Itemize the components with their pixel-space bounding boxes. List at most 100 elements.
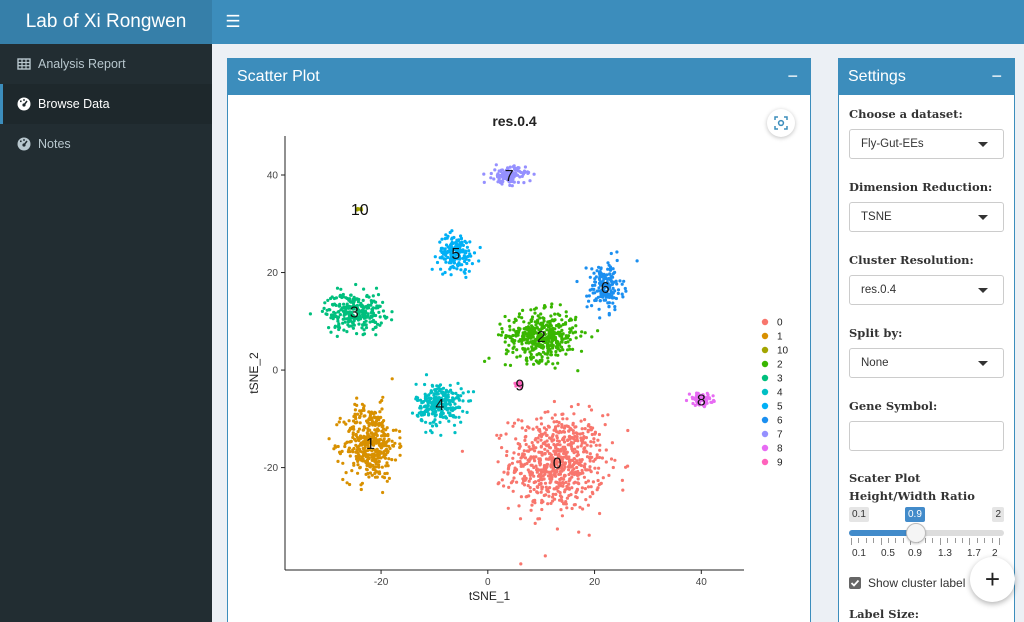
data-point-10 xyxy=(357,207,361,211)
data-point-0 xyxy=(532,455,536,459)
settings-panel: Settings − Choose a dataset: Fly-Gut-EEs… xyxy=(838,58,1015,622)
data-point-0 xyxy=(597,466,601,470)
data-point-0 xyxy=(589,428,593,432)
data-point-1 xyxy=(376,429,380,433)
data-point-0 xyxy=(526,468,530,472)
data-point-1 xyxy=(355,412,360,416)
data-point-2 xyxy=(515,348,519,352)
data-point-8 xyxy=(711,394,715,398)
data-point-0 xyxy=(590,490,594,494)
data-point-5 xyxy=(443,257,447,261)
data-point-7 xyxy=(489,171,493,176)
data-point-0 xyxy=(518,517,523,521)
data-point-0 xyxy=(555,457,559,462)
data-point-5 xyxy=(450,236,454,240)
reduction-label: Dimension Reduction: xyxy=(849,180,993,194)
sidebar-item-analysis-report[interactable]: Analysis Report xyxy=(0,44,212,84)
data-point-6 xyxy=(603,285,607,289)
data-point-4 xyxy=(427,412,431,416)
data-point-2 xyxy=(564,314,568,318)
caret-down-icon xyxy=(978,215,988,220)
data-point-2 xyxy=(564,352,568,356)
dataset-select[interactable]: Fly-Gut-EEs xyxy=(849,129,1004,159)
data-point-0 xyxy=(513,466,517,470)
resolution-select[interactable]: res.0.4 xyxy=(849,275,1004,305)
data-point-7 xyxy=(494,163,498,167)
data-point-0 xyxy=(540,485,544,489)
data-point-0 xyxy=(557,439,561,443)
sidebar-item-browse-data[interactable]: Browse Data xyxy=(0,84,212,124)
data-point-7 xyxy=(496,180,500,184)
data-point-4 xyxy=(457,397,461,401)
split-select[interactable]: None xyxy=(849,348,1004,378)
data-point-2 xyxy=(571,347,575,351)
data-point-4 xyxy=(426,408,430,412)
data-point-1 xyxy=(386,439,390,443)
data-point-0 xyxy=(575,436,579,441)
snapshot-button[interactable] xyxy=(767,109,795,137)
data-point-0 xyxy=(583,427,587,431)
data-point-0 xyxy=(546,489,550,493)
data-point-1 xyxy=(367,436,371,440)
data-point-0 xyxy=(552,428,556,432)
data-point-4 xyxy=(447,411,451,415)
data-point-0 xyxy=(607,473,611,477)
data-point-0 xyxy=(569,405,574,409)
x-tick-label: 0 xyxy=(485,577,491,588)
data-point-6 xyxy=(624,289,628,293)
data-point-6 xyxy=(609,283,613,287)
data-point-6 xyxy=(594,298,598,302)
slider-track[interactable] xyxy=(849,530,1004,536)
add-button[interactable]: + xyxy=(970,557,1015,602)
app-title[interactable]: Lab of Xi Rongwen xyxy=(0,0,212,44)
data-point-3 xyxy=(351,321,355,325)
slider-handle[interactable] xyxy=(906,523,926,543)
data-point-2 xyxy=(569,318,573,322)
data-point-0 xyxy=(523,435,527,439)
data-point-6 xyxy=(587,294,591,298)
data-point-2 xyxy=(537,328,541,332)
data-point-2 xyxy=(505,348,509,352)
show-cluster-label-checkbox[interactable] xyxy=(849,577,861,589)
slider-ticks xyxy=(851,538,1002,545)
data-point-1 xyxy=(370,418,374,422)
x-tick-label: 20 xyxy=(589,577,601,588)
data-point-3 xyxy=(336,325,340,329)
reduction-select[interactable]: TSNE xyxy=(849,202,1004,232)
data-point-0 xyxy=(561,445,565,449)
data-point-7 xyxy=(513,166,517,171)
data-point-4 xyxy=(444,407,448,411)
data-point-9 xyxy=(513,381,517,385)
data-point-1 xyxy=(354,443,358,447)
data-point-1 xyxy=(368,471,372,475)
data-point-2 xyxy=(508,363,513,367)
data-point-5 xyxy=(463,251,467,255)
data-point-0 xyxy=(551,469,555,473)
hamburger-icon[interactable]: ☰ xyxy=(225,12,241,31)
data-point-1 xyxy=(356,430,360,434)
data-point-1 xyxy=(367,475,371,479)
legend-label: 8 xyxy=(777,444,783,455)
data-point-0 xyxy=(520,426,524,430)
data-point-4 xyxy=(428,421,432,425)
data-point-3 xyxy=(371,327,375,331)
data-point-6 xyxy=(614,296,618,301)
data-point-0 xyxy=(539,438,543,442)
data-point-0 xyxy=(533,521,537,525)
data-point-8 xyxy=(698,401,702,405)
collapse-button[interactable]: − xyxy=(787,66,798,86)
data-point-0 xyxy=(589,425,593,429)
collapse-button[interactable]: − xyxy=(991,66,1002,86)
data-point-2 xyxy=(542,306,546,310)
data-point-0 xyxy=(586,485,591,489)
ratio-slider[interactable]: 0.1 0.9 2 0.1 0.5 0.9 1.3 1.7 2 xyxy=(849,505,1004,565)
data-point-0 xyxy=(558,460,562,464)
data-point-1 xyxy=(348,428,352,432)
sidebar-item-notes[interactable]: Notes xyxy=(0,124,212,164)
data-point-3 xyxy=(354,282,358,287)
data-point-1 xyxy=(378,437,382,442)
data-point-2 xyxy=(561,322,565,327)
gene-symbol-input[interactable] xyxy=(849,421,1004,451)
data-point-1 xyxy=(367,424,371,428)
data-point-5 xyxy=(459,268,463,272)
